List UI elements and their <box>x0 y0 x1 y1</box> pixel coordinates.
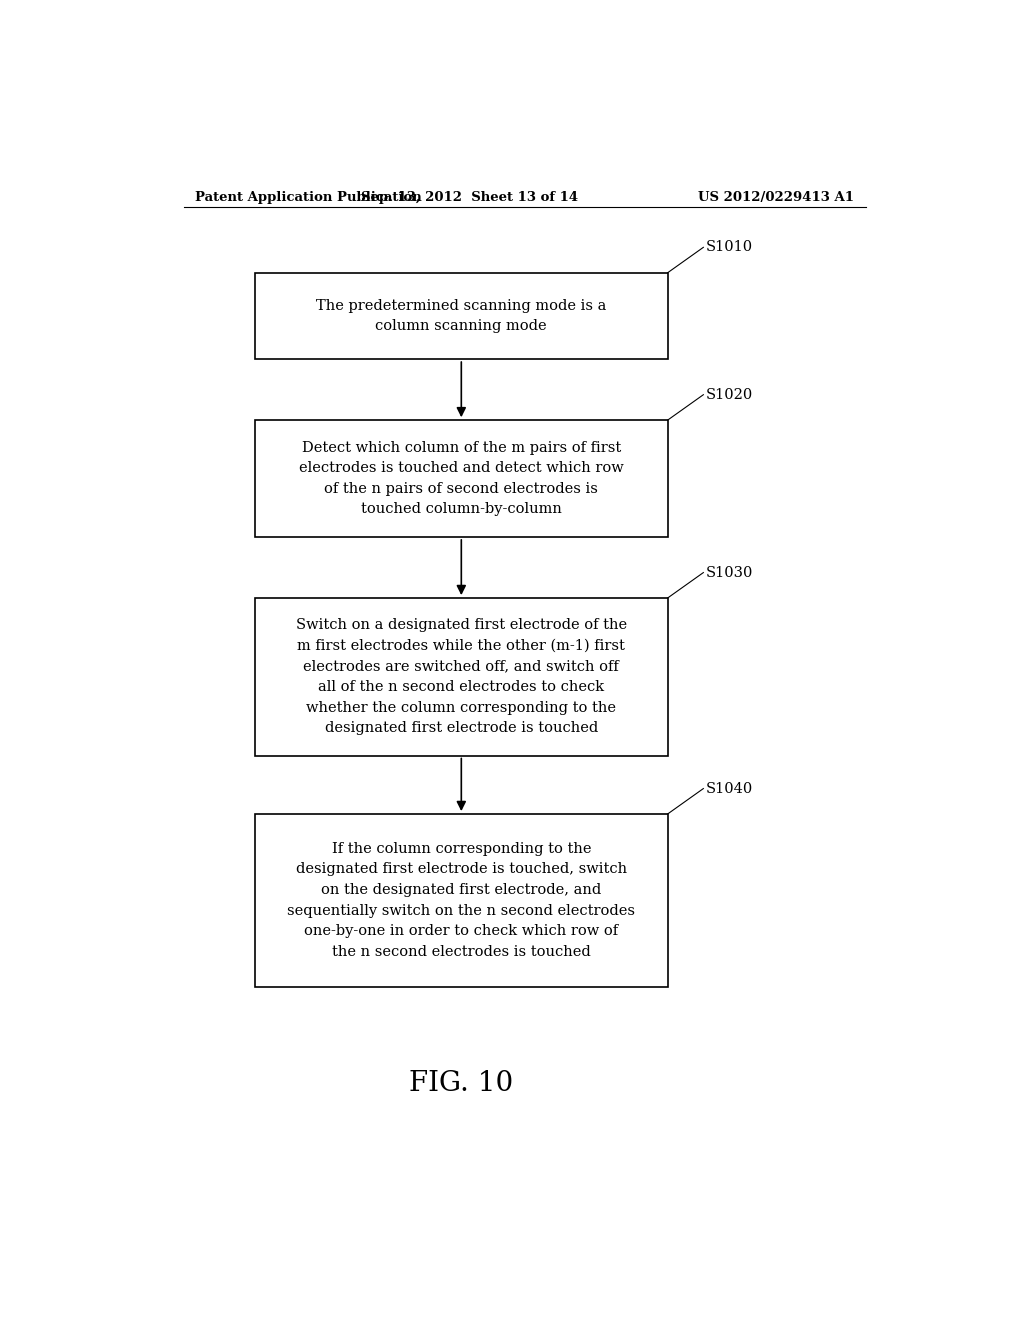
Text: S1020: S1020 <box>706 388 753 401</box>
Text: Patent Application Publication: Patent Application Publication <box>196 190 422 203</box>
Text: If the column corresponding to the
designated first electrode is touched, switch: If the column corresponding to the desig… <box>288 842 635 958</box>
Text: S1040: S1040 <box>706 781 753 796</box>
Text: Sep. 13, 2012  Sheet 13 of 14: Sep. 13, 2012 Sheet 13 of 14 <box>360 190 578 203</box>
Bar <box>255 420 668 537</box>
Text: US 2012/0229413 A1: US 2012/0229413 A1 <box>698 190 854 203</box>
Text: Switch on a designated first electrode of the
m first electrodes while the other: Switch on a designated first electrode o… <box>296 618 627 735</box>
Bar <box>255 814 668 987</box>
Text: S1010: S1010 <box>706 240 753 255</box>
Text: S1030: S1030 <box>706 565 753 579</box>
Bar <box>255 273 668 359</box>
Text: The predetermined scanning mode is a
column scanning mode: The predetermined scanning mode is a col… <box>316 298 606 333</box>
Text: FIG. 10: FIG. 10 <box>410 1069 513 1097</box>
Bar <box>255 598 668 755</box>
Text: Detect which column of the m pairs of first
electrodes is touched and detect whi: Detect which column of the m pairs of fi… <box>299 441 624 516</box>
